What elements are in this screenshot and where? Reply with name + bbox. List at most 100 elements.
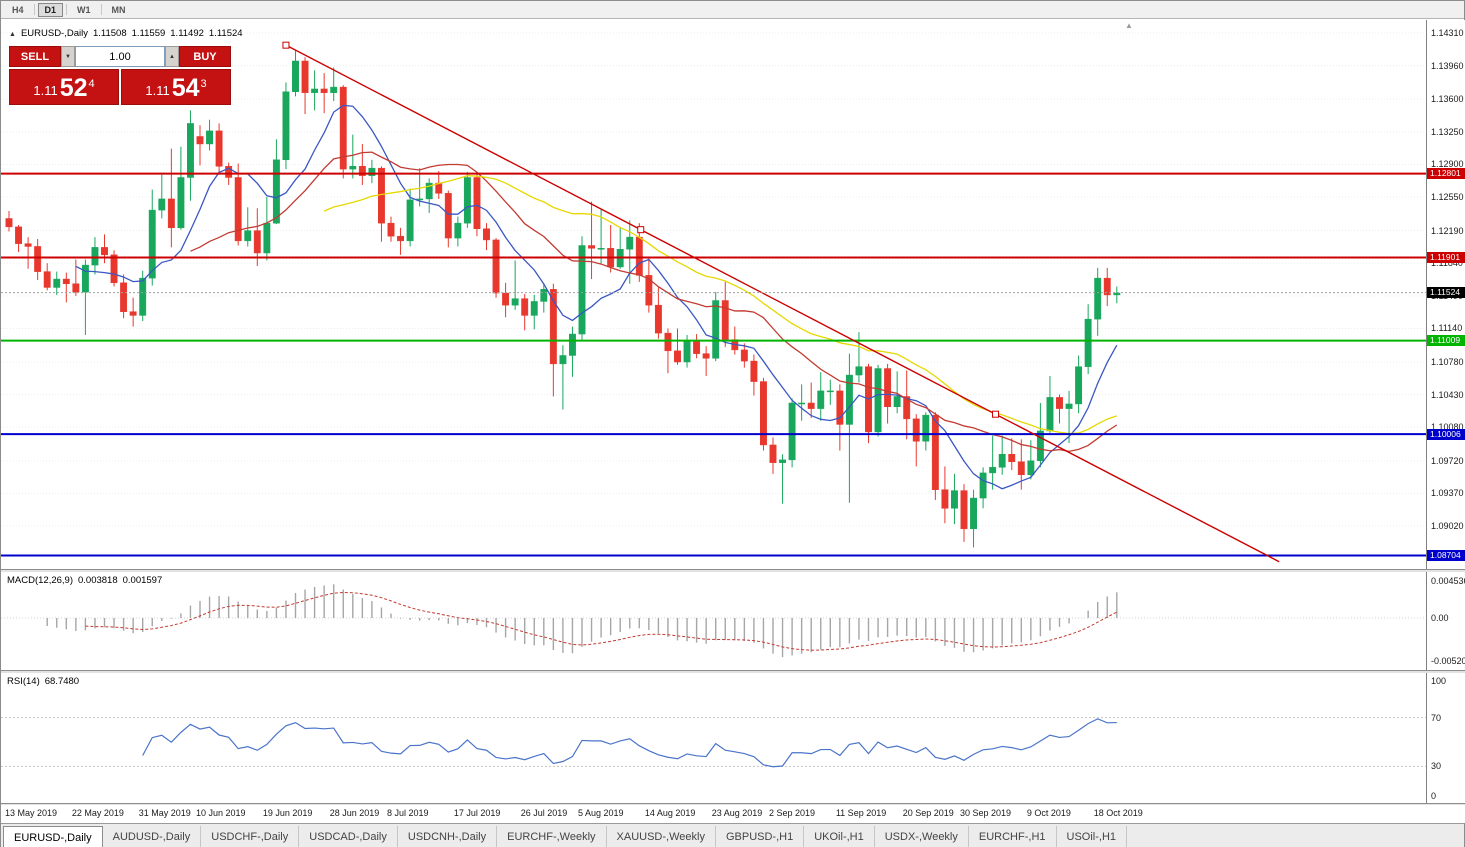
price-marker-1.11009: 1.11009 bbox=[1427, 335, 1465, 347]
sell-price-sup: 4 bbox=[88, 78, 95, 90]
ohlc-open: 1.11508 bbox=[92, 28, 127, 39]
macd-axis[interactable]: 0.004536 0.00 -0.005205 bbox=[1426, 572, 1465, 670]
timeframe-button-w1[interactable]: W1 bbox=[77, 4, 91, 15]
date-tick-label: 18 Oct 2019 bbox=[1093, 808, 1143, 818]
rsi-line bbox=[142, 718, 1117, 768]
date-tick-label: 14 Aug 2019 bbox=[644, 808, 696, 818]
ohlc-high: 1.11559 bbox=[131, 28, 166, 39]
date-tick-label: 5 Aug 2019 bbox=[578, 808, 624, 818]
one-click-collapse-icon[interactable]: ▲ bbox=[9, 31, 16, 38]
price-tick-label: 1.10080 bbox=[1431, 422, 1464, 433]
sell-price-pips: 52 bbox=[59, 74, 88, 102]
pane-separator[interactable] bbox=[1, 569, 1465, 572]
macd-svg[interactable] bbox=[1, 572, 1426, 670]
price-tick-label: 1.10430 bbox=[1431, 389, 1464, 400]
main-chart-svg[interactable] bbox=[1, 20, 1426, 569]
chart-tab-bar: EURUSD-,Daily AUDUSD-,Daily USDCHF-,Daily U… bbox=[1, 823, 1464, 847]
date-tick-label: 28 Jun 2019 bbox=[329, 808, 380, 818]
candlestick-plot[interactable] bbox=[1, 20, 1426, 569]
toolbar-separator bbox=[100, 4, 102, 15]
price-tick-label: 1.12900 bbox=[1431, 159, 1464, 170]
ma-20-line bbox=[190, 151, 1118, 452]
descending-trendline bbox=[285, 44, 1280, 563]
sell-price-button[interactable]: 1.11 52 4 bbox=[9, 69, 119, 105]
buy-button[interactable]: BUY bbox=[179, 46, 231, 67]
price-tick-label: 1.14310 bbox=[1431, 28, 1464, 39]
pane-separator[interactable] bbox=[1, 803, 1465, 805]
chart-tab-eurusd-daily[interactable]: EURUSD-,Daily bbox=[3, 826, 103, 847]
chart-tab-gbpusd-h1[interactable]: GBPUSD-,H1 bbox=[716, 826, 805, 847]
buy-price-pips: 54 bbox=[171, 74, 200, 102]
ma-8-line bbox=[75, 104, 1118, 490]
price-tick-label: 1.09020 bbox=[1431, 521, 1464, 532]
price-tick-label: 1.10780 bbox=[1431, 357, 1464, 367]
date-axis[interactable]: 13 May 2019 22 May 2019 31 May 2019 10 Jun … bbox=[1, 805, 1465, 823]
ohlc-low: 1.11492 bbox=[170, 28, 204, 39]
volume-input[interactable] bbox=[75, 46, 165, 67]
timeframe-button-h4[interactable]: H4 bbox=[12, 4, 24, 15]
price-marker-1.12801: 1.12801 bbox=[1427, 168, 1465, 180]
price-tick-label: 1.11840 bbox=[1431, 258, 1463, 269]
volume-up-icon[interactable]: ▲ bbox=[165, 46, 180, 67]
price-tick-label: 1.13250 bbox=[1431, 126, 1464, 137]
pane-separator[interactable] bbox=[1, 670, 1465, 673]
price-tick-label: 1.09370 bbox=[1431, 488, 1464, 499]
rsi-tick-label: 0 bbox=[1431, 791, 1437, 801]
macd-indicator-name: MACD(12,26,9) bbox=[7, 575, 73, 586]
macd-label: MACD(12,26,9) 0.003818 0.001597 bbox=[7, 575, 167, 586]
date-tick-label: 22 May 2019 bbox=[71, 808, 124, 818]
rsi-value: 68.7480 bbox=[44, 676, 80, 687]
rsi-axis[interactable]: 100 70 30 0 bbox=[1426, 673, 1465, 803]
chart-tab-ukoil-h1[interactable]: UKOil-,H1 bbox=[804, 826, 875, 847]
rsi-svg[interactable] bbox=[1, 673, 1426, 803]
timeframe-button-mn[interactable]: MN bbox=[111, 4, 126, 15]
timeframe-toolbar: H4 D1 W1 MN bbox=[1, 1, 1464, 19]
price-axis[interactable]: 1.14310 1.13960 1.13600 1.13250 1.12900 1.125… bbox=[1426, 20, 1465, 569]
chart-tab-xauusd-weekly[interactable]: XAUUSD-,Weekly bbox=[607, 826, 716, 847]
price-marker-1.10006: 1.10006 bbox=[1427, 428, 1465, 440]
price-tick-label: 1.13600 bbox=[1431, 94, 1464, 105]
chart-tab-eurchf-weekly[interactable]: EURCHF-,Weekly bbox=[497, 826, 607, 847]
date-tick-label: 31 May 2019 bbox=[138, 808, 191, 818]
price-marker-1.11901: 1.11901 bbox=[1427, 252, 1465, 264]
ohlc-close: 1.11524 bbox=[208, 28, 243, 39]
timeframe-button-d1[interactable]: D1 bbox=[37, 2, 64, 17]
chart-tab-usdcad-daily[interactable]: USDCAD-,Daily bbox=[299, 826, 398, 847]
toolbar-separator bbox=[33, 4, 35, 15]
price-chart-pane[interactable]: ▲ 1.14310 1.13960 1.13600 1.13250 1.12900 1.1… bbox=[1, 20, 1465, 569]
chart-tab-usdx-weekly[interactable]: USDX-,Weekly bbox=[875, 826, 969, 847]
date-tick-label: 9 Oct 2019 bbox=[1026, 808, 1071, 818]
chart-tab-usdchf-daily[interactable]: USDCHF-,Daily bbox=[201, 826, 300, 847]
chart-region: ▲ EURUSD-,Daily 1.11508 1.11559 1.11492 1.115… bbox=[1, 20, 1465, 823]
rsi-plot[interactable] bbox=[1, 673, 1426, 803]
buy-price-base: 1.11 bbox=[145, 83, 170, 98]
date-tick-label: 10 Jun 2019 bbox=[196, 808, 246, 818]
macd-tick-label: 0.00 bbox=[1431, 613, 1449, 623]
date-tick-label: 11 Sep 2019 bbox=[835, 808, 887, 818]
date-tick-label: 8 Jul 2019 bbox=[387, 808, 429, 818]
macd-histogram bbox=[46, 584, 1118, 658]
chart-tab-eurchf-h1[interactable]: EURCHF-,H1 bbox=[969, 826, 1057, 847]
date-tick-label: 20 Sep 2019 bbox=[902, 808, 954, 818]
chart-tab-audusd-daily[interactable]: AUDUSD-,Daily bbox=[103, 826, 202, 847]
rsi-tick-label: 70 bbox=[1431, 712, 1442, 723]
date-tick-label: 23 Aug 2019 bbox=[711, 808, 763, 818]
date-tick-label: 2 Sep 2019 bbox=[769, 808, 816, 818]
toolbar-separator bbox=[66, 4, 68, 15]
candles-group bbox=[5, 50, 1121, 548]
buy-price-sup: 3 bbox=[200, 78, 207, 90]
buy-price-button[interactable]: 1.11 54 3 bbox=[121, 69, 231, 105]
date-tick-label: 19 Jun 2019 bbox=[262, 808, 313, 818]
sell-price-base: 1.11 bbox=[33, 83, 58, 98]
sell-button[interactable]: SELL bbox=[9, 46, 61, 67]
macd-pane[interactable]: MACD(12,26,9) 0.003818 0.001597 0.004536 0.… bbox=[1, 572, 1465, 670]
chart-shift-marker-icon: ▲ bbox=[1125, 21, 1133, 30]
price-tick-label: 1.11140 bbox=[1431, 323, 1463, 334]
chart-tab-usdcnh-daily[interactable]: USDCNH-,Daily bbox=[398, 826, 498, 847]
rsi-label: RSI(14) 68.7480 bbox=[7, 676, 84, 687]
chart-tab-usoil-h1[interactable]: USOil-,H1 bbox=[1057, 826, 1128, 847]
date-tick-label: 13 May 2019 bbox=[5, 808, 58, 818]
rsi-pane[interactable]: RSI(14) 68.7480 100 70 30 0 bbox=[1, 673, 1465, 803]
volume-down-icon[interactable]: ▼ bbox=[60, 46, 75, 67]
macd-plot[interactable] bbox=[1, 572, 1426, 670]
